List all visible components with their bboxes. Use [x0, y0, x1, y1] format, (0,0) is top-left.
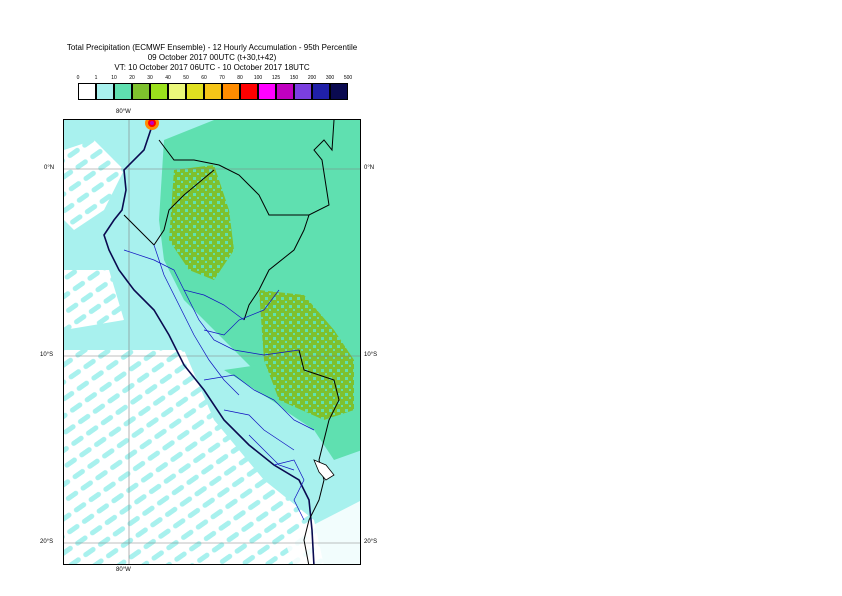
valid-time: VT: 10 October 2017 06UTC - 10 October 2… [114, 63, 310, 72]
legend-tick-label: 50 [183, 75, 189, 81]
top-lon-label: 80°W [116, 109, 131, 115]
bottom-lon-label: 80°W [116, 567, 131, 573]
legend-swatch [258, 83, 276, 100]
legend-swatch [276, 83, 294, 100]
legend-tick-label: 70 [219, 75, 225, 81]
lat-right-0: 0°N [364, 165, 375, 171]
legend-tick-label: 100 [253, 75, 263, 81]
legend-swatch [312, 83, 330, 100]
legend-swatch [132, 83, 150, 100]
legend-tick-label: 30 [147, 75, 153, 81]
legend-swatch [186, 83, 204, 100]
dry-ocean-west [64, 270, 124, 330]
legend-tick-label: 60 [201, 75, 207, 81]
legend-tick-label: 1 [94, 75, 98, 81]
region-boundaries [123, 244, 315, 521]
legend-swatch [222, 83, 240, 100]
legend-swatch [240, 83, 258, 100]
legend-tick-label: 300 [325, 75, 335, 81]
legend-tick-label: 500 [343, 75, 353, 81]
legend-tick-label: 125 [271, 75, 281, 81]
map-title: Total Precipitation (ECMWF Ensemble) - 1… [66, 43, 358, 52]
precipitation-map [63, 119, 361, 565]
legend-swatch [204, 83, 222, 100]
legend-swatch [96, 83, 114, 100]
rain-region-heavy-central [259, 290, 354, 420]
lat-left-20s: 20°S [40, 539, 54, 545]
map-canvas [64, 120, 360, 564]
lat-right-20s: 20°S [364, 539, 378, 545]
legend-tick-label: 10 [111, 75, 117, 81]
legend-tick-label: 40 [165, 75, 171, 81]
border-colombia-peru [158, 120, 335, 216]
border-ecuador-peru [123, 169, 215, 246]
coastline [103, 120, 315, 564]
lake-titicaca [313, 459, 335, 481]
legend-tick-label: 200 [307, 75, 317, 81]
legend-swatch [294, 83, 312, 100]
legend-swatch [114, 83, 132, 100]
lat-left-10s: 10°S [40, 352, 54, 358]
legend-tick-label: 80 [237, 75, 243, 81]
legend-tick-label: 150 [289, 75, 299, 81]
legend-swatch [150, 83, 168, 100]
lat-left-0: 0°N [44, 165, 55, 171]
lat-right-10s: 10°S [364, 352, 378, 358]
rain-max-center [150, 121, 154, 125]
border-peru-brazil [243, 214, 310, 321]
legend-tick-label: 20 [129, 75, 135, 81]
border-peru-bolivia [298, 349, 340, 564]
legend-tick-label: 0 [76, 75, 80, 81]
dry-southeast [284, 501, 360, 564]
dry-ocean-north [64, 140, 124, 230]
legend-swatch [78, 83, 96, 100]
base-time: 09 October 2017 00UTC (t+30,t+42) [147, 53, 277, 62]
legend-swatch [168, 83, 186, 100]
legend-swatch [330, 83, 348, 100]
